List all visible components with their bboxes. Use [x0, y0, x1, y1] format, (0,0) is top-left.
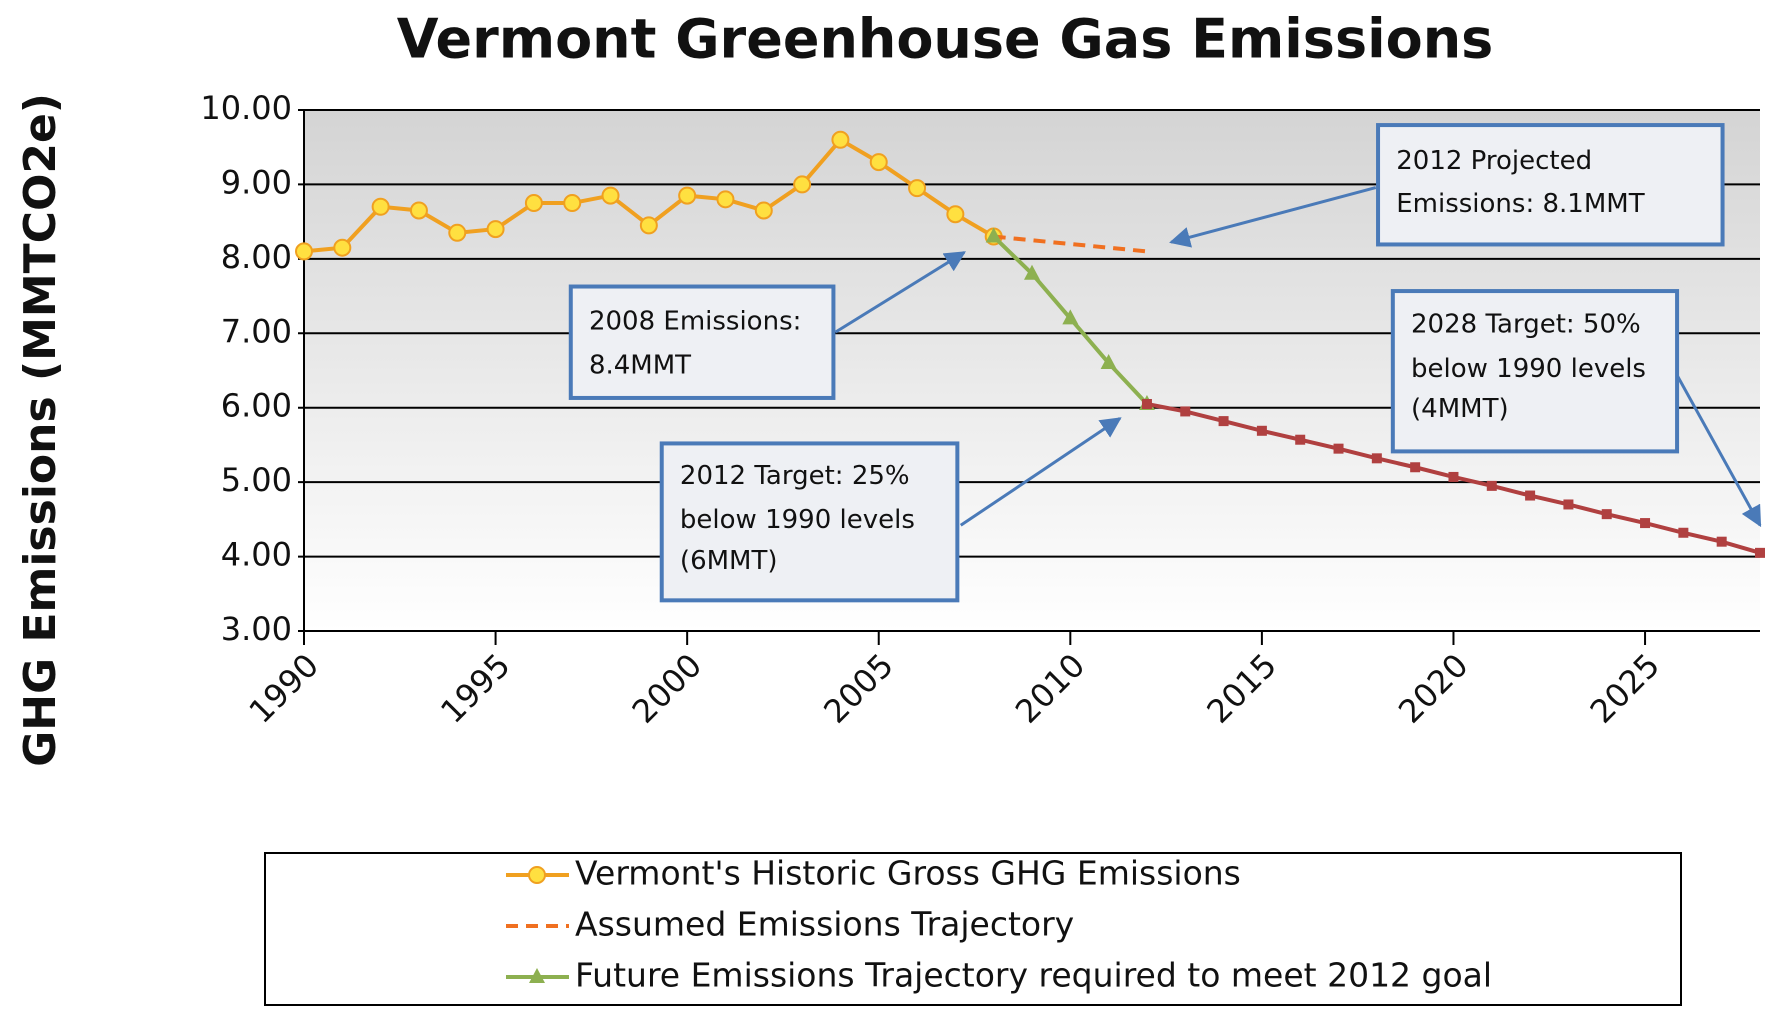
- y-tick-label: 8.00: [221, 238, 292, 276]
- annotation-arrow: [1675, 374, 1762, 528]
- annotation-arrow: [959, 417, 1122, 527]
- marker: [985, 227, 1002, 243]
- chart-title: Vermont Greenhouse Gas Emissions: [397, 8, 1494, 71]
- annotation-arrow: [1169, 186, 1377, 248]
- marker: [1755, 547, 1765, 558]
- marker: [1100, 354, 1117, 370]
- marker: [1563, 499, 1574, 510]
- annotation-box: [1390, 289, 1680, 454]
- marker: [639, 216, 658, 235]
- marker: [448, 223, 467, 242]
- marker: [1141, 398, 1152, 409]
- annotation-text: 2012 Target: 25%: [680, 461, 910, 491]
- x-tick-label: 2020: [1391, 646, 1475, 730]
- marker: [1410, 462, 1421, 473]
- marker: [1525, 490, 1536, 501]
- annotation-text: (4MMT): [1411, 394, 1509, 424]
- y-tick-label: 3.00: [221, 610, 292, 648]
- annotation-box: [1376, 123, 1725, 247]
- marker: [1256, 425, 1267, 436]
- annotation-text: (6MMT): [680, 546, 778, 576]
- y-tick-label: 5.00: [221, 461, 292, 499]
- marker: [295, 242, 313, 261]
- y-tick-label: 4.00: [221, 536, 292, 574]
- marker: [1371, 453, 1382, 464]
- marker: [831, 130, 850, 149]
- series-line: [993, 234, 1148, 254]
- marker: [563, 194, 582, 213]
- x-tick-label: 2025: [1583, 646, 1667, 730]
- legend-label: Future Emissions Trajectory required to …: [575, 956, 1492, 995]
- annotation-text: below 1990 levels: [1411, 354, 1646, 384]
- x-tick-label: 2015: [1199, 646, 1283, 730]
- annotation-text: 8.4MMT: [589, 351, 691, 381]
- marker: [1716, 536, 1727, 547]
- annotation-text: 2012 Projected: [1396, 146, 1592, 176]
- y-tick-label: 10.00: [200, 89, 292, 127]
- annotation-box: [568, 284, 836, 400]
- marker: [1024, 264, 1040, 280]
- marker: [1678, 527, 1689, 538]
- marker: [601, 186, 620, 205]
- annotation-text: 2008 Emissions:: [589, 306, 801, 336]
- marker: [1640, 518, 1651, 529]
- x-tick-label: 2010: [1008, 646, 1092, 730]
- marker: [529, 968, 545, 983]
- marker: [946, 205, 965, 224]
- marker: [869, 153, 888, 172]
- annotation-text: below 1990 levels: [680, 505, 915, 535]
- y-tick-label: 7.00: [221, 312, 292, 350]
- marker: [908, 179, 927, 198]
- marker: [528, 866, 546, 884]
- marker: [754, 201, 773, 220]
- marker: [524, 194, 543, 213]
- marker: [333, 238, 352, 257]
- marker: [1486, 480, 1497, 491]
- y-tick-label: 9.00: [221, 163, 292, 201]
- marker: [1180, 406, 1191, 417]
- legend-label: Assumed Emissions Trajectory: [575, 905, 1074, 944]
- marker: [1448, 471, 1459, 482]
- marker: [793, 175, 812, 194]
- y-axis-label: GHG Emissions (MMTCO2e): [15, 93, 66, 767]
- marker: [1295, 434, 1306, 445]
- legend-label: Vermont's Historic Gross GHG Emissions: [575, 854, 1241, 893]
- legend: [264, 852, 1682, 1006]
- marker: [1333, 443, 1344, 454]
- marker: [716, 190, 735, 209]
- annotation-arrow: [834, 251, 966, 334]
- annotation-text: Emissions: 8.1MMT: [1396, 189, 1644, 219]
- x-tick-label: 2000: [625, 646, 709, 730]
- annotation-box: [659, 441, 960, 603]
- marker: [678, 186, 697, 205]
- x-tick-label: 2005: [816, 646, 900, 730]
- marker: [1601, 509, 1612, 520]
- marker: [486, 220, 505, 239]
- annotation-text: 2028 Target: 50%: [1411, 310, 1641, 340]
- marker: [371, 197, 390, 216]
- x-tick-label: 1995: [433, 646, 517, 730]
- marker: [1218, 416, 1229, 427]
- marker: [409, 201, 428, 220]
- marker: [1062, 309, 1079, 325]
- x-tick-label: 1990: [242, 646, 326, 730]
- y-tick-label: 6.00: [221, 387, 292, 425]
